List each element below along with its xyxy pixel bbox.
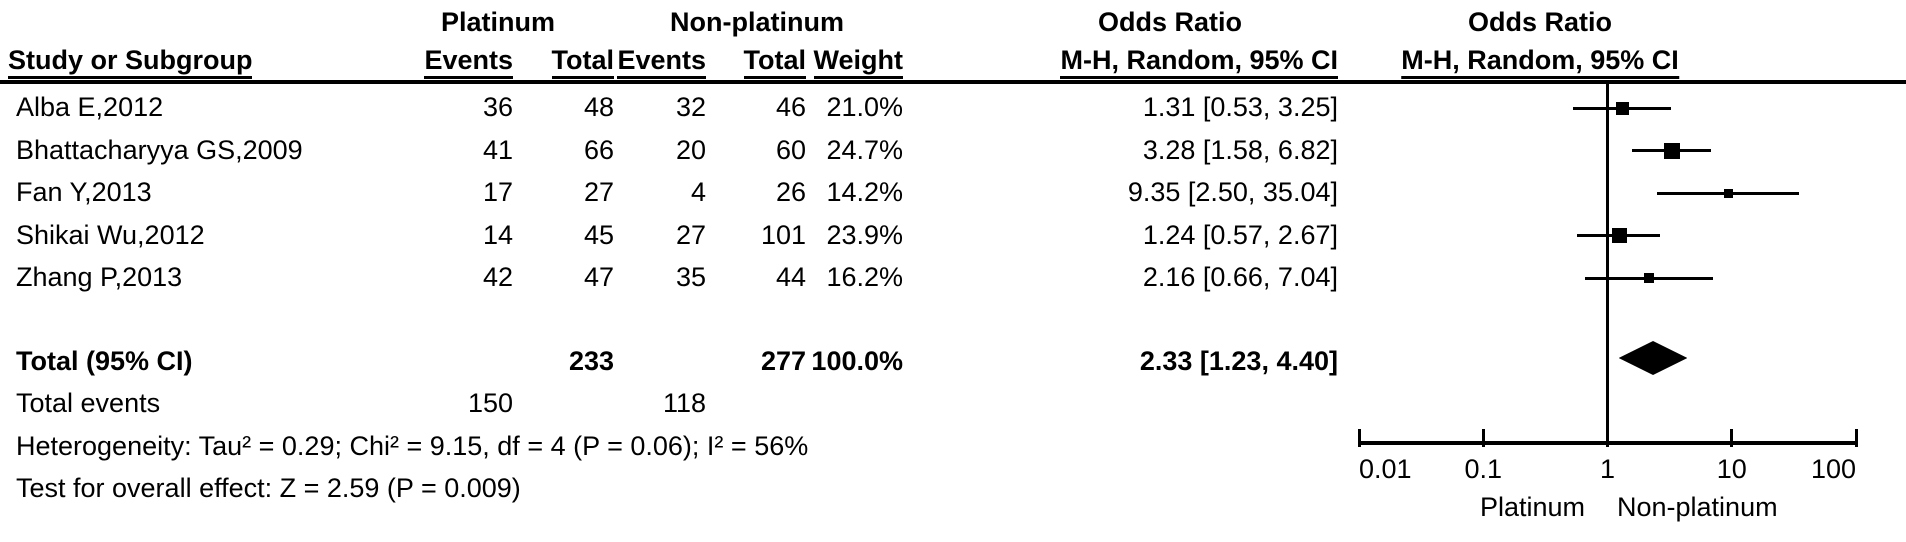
weight-cell: 21.0% bbox=[826, 92, 903, 122]
axis-tick-label: 10 bbox=[1716, 454, 1747, 484]
header-rule bbox=[0, 80, 1906, 84]
axis-tick-label: 0.1 bbox=[1464, 454, 1503, 484]
total-events-label: Total events bbox=[16, 388, 161, 418]
events-platinum-cell: 17 bbox=[482, 177, 513, 208]
study-name: Fan Y,2013 bbox=[16, 177, 152, 208]
total-label: Total (95% CI) bbox=[16, 346, 193, 376]
or-ci-cell: 1.31 [0.53, 3.25] bbox=[1142, 92, 1338, 122]
or-ci-cell: 9.35 [2.50, 35.04] bbox=[1127, 177, 1338, 208]
axis-tick bbox=[1357, 429, 1361, 447]
group-header-platinum: Platinum bbox=[440, 7, 556, 37]
total-nonplat-sum: 277 bbox=[760, 346, 806, 376]
col-header-mh-ci-plot: M-H, Random, 95% CI bbox=[1401, 44, 1679, 79]
total-nonplat-cell: 60 bbox=[775, 134, 806, 165]
col-header-total-nonplat: Total bbox=[743, 44, 806, 79]
effect-square bbox=[1663, 142, 1680, 159]
col-header-events-platinum: Events bbox=[424, 44, 513, 79]
effect-square bbox=[1644, 273, 1655, 284]
study-name: Alba E,2012 bbox=[16, 92, 164, 122]
total-platinum-cell: 47 bbox=[583, 262, 614, 293]
axis-tick bbox=[1606, 429, 1609, 447]
total-nonplat-cell: 46 bbox=[775, 92, 806, 122]
events-nonplat-cell: 27 bbox=[675, 219, 706, 250]
study-name: Bhattacharyya GS,2009 bbox=[16, 134, 303, 165]
weight-cell: 23.9% bbox=[826, 219, 903, 250]
events-platinum-cell: 41 bbox=[482, 134, 513, 165]
col-header-study: Study or Subgroup bbox=[8, 44, 253, 79]
favours-left-label: Platinum bbox=[1479, 492, 1585, 522]
col-header-events-nonplat: Events bbox=[617, 44, 706, 79]
total-platinum-cell: 27 bbox=[583, 177, 614, 208]
events-platinum-cell: 42 bbox=[482, 262, 513, 293]
or-ci-cell: 3.28 [1.58, 6.82] bbox=[1142, 134, 1338, 165]
study-name: Shikai Wu,2012 bbox=[16, 219, 205, 250]
axis-tick bbox=[1481, 429, 1485, 447]
effect-square bbox=[1615, 101, 1629, 115]
or-ci-cell: 1.24 [0.57, 2.67] bbox=[1142, 219, 1338, 250]
overall-effect-text: Test for overall effect: Z = 2.59 (P = 0… bbox=[16, 473, 521, 503]
axis-tick bbox=[1854, 429, 1858, 447]
weight-cell: 24.7% bbox=[826, 134, 903, 165]
effect-square bbox=[1611, 228, 1627, 244]
axis-tick-label: 0.01 bbox=[1359, 454, 1412, 484]
total-or-ci: 2.33 [1.23, 4.40] bbox=[1139, 346, 1338, 376]
total-nonplat-cell: 26 bbox=[775, 177, 806, 208]
group-header-non-platinum: Non-platinum bbox=[670, 7, 844, 37]
odds-ratio-column-title: Odds Ratio bbox=[1097, 7, 1243, 37]
events-platinum-cell: 14 bbox=[482, 219, 513, 250]
total-nonplat-cell: 101 bbox=[760, 219, 806, 250]
weight-cell: 16.2% bbox=[826, 262, 903, 293]
total-platinum-cell: 48 bbox=[583, 92, 614, 122]
events-nonplat-cell: 35 bbox=[675, 262, 706, 293]
axis-tick-label: 1 bbox=[1599, 454, 1616, 484]
no-effect-line bbox=[1606, 84, 1609, 445]
total-weight: 100.0% bbox=[811, 346, 903, 376]
heterogeneity-text: Heterogeneity: Tau² = 0.29; Chi² = 9.15,… bbox=[16, 431, 809, 461]
total-nonplat-cell: 44 bbox=[775, 262, 806, 293]
col-header-weight: Weight bbox=[813, 44, 903, 79]
axis-tick-label: 100 bbox=[1810, 454, 1856, 484]
col-header-mh-ci: M-H, Random, 95% CI bbox=[1060, 44, 1338, 79]
favours-right-label: Non-platinum bbox=[1617, 492, 1778, 522]
col-header-total-platinum: Total bbox=[551, 44, 614, 79]
total-platinum-cell: 66 bbox=[583, 134, 614, 165]
odds-ratio-plot-title: Odds Ratio bbox=[1467, 7, 1613, 37]
events-nonplat-cell: 20 bbox=[675, 134, 706, 165]
total-platinum-sum: 233 bbox=[568, 346, 614, 376]
or-ci-cell: 2.16 [0.66, 7.04] bbox=[1142, 262, 1338, 293]
study-name: Zhang P,2013 bbox=[16, 262, 183, 293]
events-nonplat-cell: 32 bbox=[675, 92, 706, 122]
summary-diamond bbox=[1618, 341, 1688, 375]
events-platinum-cell: 36 bbox=[482, 92, 513, 122]
weight-cell: 14.2% bbox=[826, 177, 903, 208]
total-platinum-cell: 45 bbox=[583, 219, 614, 250]
total-events-platinum: 150 bbox=[467, 388, 513, 418]
events-nonplat-cell: 4 bbox=[690, 177, 706, 208]
total-events-nonplat: 118 bbox=[662, 388, 706, 418]
effect-square bbox=[1723, 188, 1733, 198]
axis-tick bbox=[1730, 429, 1734, 447]
